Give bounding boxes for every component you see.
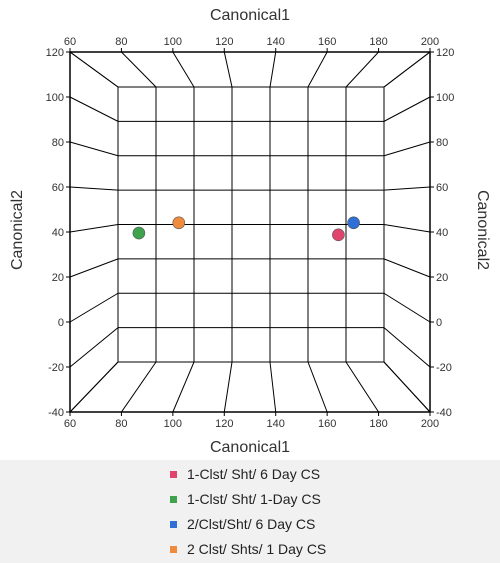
right-wall-line — [383, 186, 431, 191]
left-wall-line — [69, 361, 119, 413]
y-tick-label-left: -40 — [48, 407, 64, 419]
top-wall-line — [223, 51, 233, 88]
y-tick-label-right: 40 — [436, 227, 448, 239]
grid-lines — [69, 51, 431, 413]
left-wall-line — [69, 327, 119, 368]
legend-label: 1-Clst/ Sht/ 1-Day CS — [187, 491, 321, 507]
y-tick-label-left: 0 — [58, 317, 64, 329]
x-tick-label-top: 200 — [421, 36, 439, 48]
x-tick-label-bottom: 180 — [369, 418, 387, 430]
bottom-wall-line — [269, 361, 277, 413]
x-tick-label-bottom: 200 — [421, 418, 439, 430]
y-tick-label-right: -20 — [436, 362, 452, 374]
x-tick-label-bottom: 80 — [115, 418, 127, 430]
y-tick-label-right: 20 — [436, 272, 448, 284]
x-tick-label-top: 160 — [318, 36, 336, 48]
top-wall-line — [269, 51, 277, 88]
data-points — [132, 216, 360, 242]
legend-item: 1-Clst/ Sht/ 6 Day CS — [170, 464, 320, 484]
x-tick-label-bottom: 60 — [64, 418, 76, 430]
legend-swatch — [170, 545, 177, 553]
legend-swatch — [170, 470, 177, 478]
tick-labels: 60 60 80 80 100 100 120 120 140 140 160 160 180 180 20… — [46, 36, 455, 430]
y-axis-title-left: Canonical2 — [9, 190, 26, 270]
left-wall-line — [69, 186, 119, 191]
data-point — [132, 226, 146, 240]
bottom-wall-line — [172, 361, 195, 413]
data-point — [172, 216, 186, 230]
y-tick-label-right: 100 — [436, 92, 454, 104]
x-tick-label-top: 80 — [115, 36, 127, 48]
x-tick-label-bottom: 160 — [318, 418, 336, 430]
x-tick-label-top: 180 — [369, 36, 387, 48]
y-tick-label-left: 40 — [52, 227, 64, 239]
top-wall-line — [172, 51, 195, 88]
left-wall-line — [69, 224, 119, 233]
y-axis-title-right: Canonical2 — [474, 190, 491, 270]
right-wall-line — [383, 224, 431, 233]
box-frame — [69, 51, 431, 413]
left-wall-line — [69, 51, 119, 88]
y-tick-label-left: 60 — [52, 182, 64, 194]
y-tick-label-right: -40 — [436, 407, 452, 419]
top-wall-line — [307, 51, 328, 88]
legend-item: 2/Clst/Sht/ 6 Day CS — [170, 514, 315, 534]
legend-label: 1-Clst/ Sht/ 6 Day CS — [187, 466, 321, 482]
right-wall-line — [383, 51, 431, 88]
x-tick-label-bottom: 140 — [267, 418, 285, 430]
right-wall-line — [383, 361, 431, 413]
y-tick-label-right: 120 — [436, 47, 454, 59]
legend-swatch — [170, 520, 177, 528]
scatter-3d-chart: 60 60 80 80 100 100 120 120 140 140 160 160 180 180 20… — [9, 7, 491, 456]
right-wall-line — [383, 141, 431, 157]
right-wall-line — [383, 258, 431, 278]
data-point — [332, 228, 345, 242]
legend-label: 2/Clst/Sht/ 6 Day CS — [187, 516, 316, 532]
x-tick-label-bottom: 120 — [215, 418, 233, 430]
plot-area: 60 60 80 80 100 100 120 120 140 140 160 160 180 180 20… — [9, 7, 491, 456]
right-wall-line — [383, 327, 431, 368]
y-tick-label-left: 20 — [52, 272, 64, 284]
top-wall-line — [121, 51, 157, 88]
y-tick-label-right: 0 — [436, 317, 442, 329]
data-point — [347, 216, 360, 230]
left-wall-line — [69, 292, 119, 323]
x-tick-label-bottom: 100 — [164, 418, 182, 430]
right-wall-line — [383, 96, 431, 122]
legend-label: 2 Clst/ Shts/ 1 Day CS — [187, 541, 327, 557]
x-axis-title-top: Canonical1 — [210, 7, 290, 24]
top-wall-line — [345, 51, 379, 88]
x-tick-label-top: 100 — [164, 36, 182, 48]
x-tick-label-top: 140 — [267, 36, 285, 48]
x-tick-label-top: 120 — [215, 36, 233, 48]
left-wall-line — [69, 96, 119, 122]
bottom-wall-line — [121, 361, 157, 413]
y-tick-label-left: 80 — [52, 137, 64, 149]
y-tick-label-left: 100 — [46, 92, 64, 104]
left-wall-line — [69, 141, 119, 157]
legend-item: 2 Clst/ Shts/ 1 Day CS — [170, 539, 326, 559]
bottom-wall-line — [307, 361, 328, 413]
bottom-wall-line — [345, 361, 379, 413]
legend-swatch — [170, 495, 177, 503]
y-tick-label-right: 80 — [436, 137, 448, 149]
legend-item: 1-Clst/ Sht/ 1-Day CS — [170, 489, 321, 509]
x-tick-label-top: 60 — [64, 36, 76, 48]
left-wall-line — [69, 258, 119, 278]
bottom-wall-line — [223, 361, 233, 413]
right-wall-line — [383, 292, 431, 323]
legend: 1-Clst/ Sht/ 6 Day CS 1-Clst/ Sht/ 1-Day… — [0, 460, 500, 563]
y-tick-label-left: -20 — [48, 362, 64, 374]
y-tick-label-left: 120 — [46, 47, 64, 59]
x-axis-title-bottom: Canonical1 — [210, 439, 290, 456]
y-tick-label-right: 60 — [436, 182, 448, 194]
